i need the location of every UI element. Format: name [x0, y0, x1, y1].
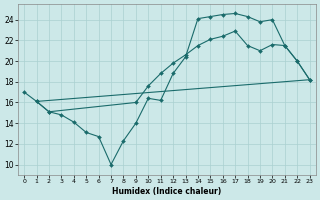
- X-axis label: Humidex (Indice chaleur): Humidex (Indice chaleur): [112, 187, 221, 196]
